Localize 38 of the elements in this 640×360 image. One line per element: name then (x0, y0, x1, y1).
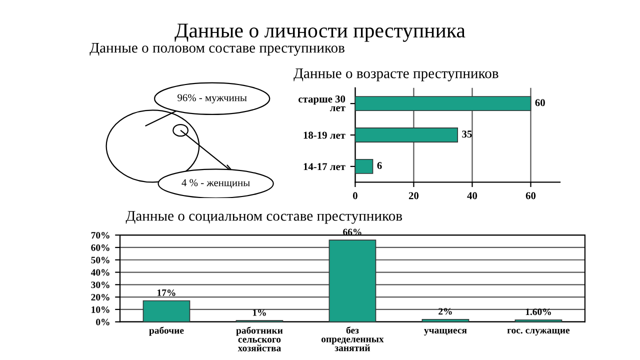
data-label: 1% (252, 309, 266, 316)
text: 96% - мужчины (178, 94, 247, 104)
chart-title: Данные о возрасте преступников (294, 68, 498, 82)
chart-title: Данные о социальном составе преступников (126, 211, 402, 224)
y-tick-label: 70% (91, 232, 110, 239)
bar (142, 300, 190, 322)
data-label: 60 (535, 99, 545, 106)
x-tick-label: 60 (526, 192, 536, 200)
bar (355, 96, 532, 112)
bar (355, 128, 458, 142)
x-tick-label: рабочие (149, 326, 184, 336)
x-tick-label: 0 (352, 192, 358, 200)
y-tick-label: 60% (91, 244, 110, 251)
y-tick-label: 10% (92, 306, 110, 313)
x-tick-label: 20 (408, 192, 419, 200)
y-tick-label: 40% (90, 269, 110, 276)
text: Данные о личности преступника (174, 24, 466, 42)
y-tick-label: 0% (96, 318, 110, 326)
data-label: 6 (377, 162, 382, 170)
x-tick-label: 40 (467, 192, 478, 200)
data-label: 35 (462, 130, 472, 138)
text: 4 % - женщины (182, 179, 250, 188)
y-tick-label: 20% (91, 294, 110, 301)
y-tick-label: старше 30 лет (298, 96, 346, 112)
y-tick-label: 50% (91, 256, 110, 264)
text: Данные о половом составе преступников (90, 43, 344, 56)
bar (355, 158, 374, 174)
x-tick-label: работники сельского хозяйства (236, 326, 283, 352)
data-label: 2% (438, 308, 452, 315)
y-tick-label: 14-17 лет (304, 163, 346, 170)
y-tick-label: 30% (91, 282, 110, 288)
x-tick-label: гос. служащие (507, 328, 570, 336)
y-tick-label: 18-19 лет (304, 132, 346, 139)
data-label: 1.60% (526, 308, 551, 316)
x-tick-label: без определенных занятий (321, 326, 384, 352)
x-tick-label: учащиеся (424, 328, 467, 336)
data-label: 17% (158, 289, 176, 296)
bar (328, 240, 376, 322)
